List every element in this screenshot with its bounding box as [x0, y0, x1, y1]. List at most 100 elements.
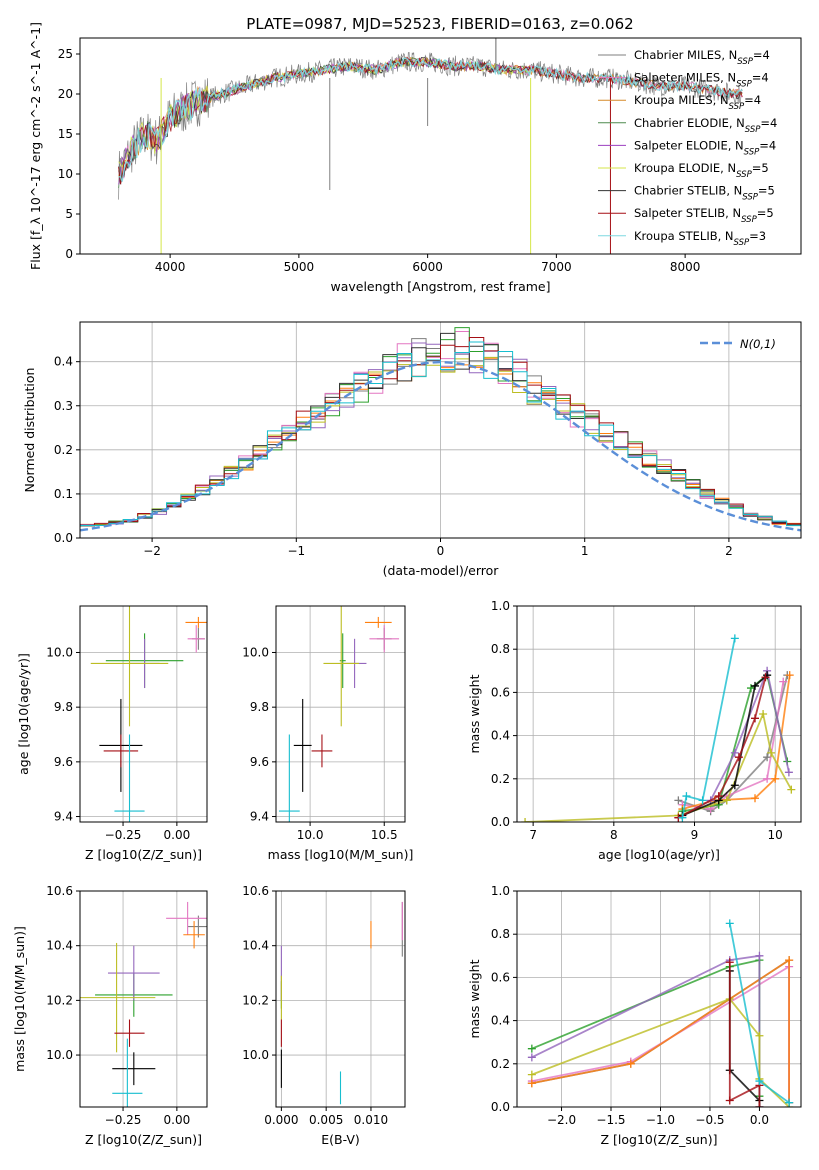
- y-axis-label: mass weight: [467, 959, 482, 1038]
- weight-marker: [751, 794, 760, 803]
- weight-marker: [751, 681, 760, 690]
- weight-marker: [755, 1103, 764, 1107]
- chart-mass_vs_Z: −0.25 0.00 10.0 10.2 10.4 10.6 Z [log10(Z/Z_su…: [12, 884, 208, 1147]
- weight-marker: [698, 796, 707, 805]
- x-tick-label: 0.005: [309, 1113, 343, 1127]
- y-tick-label: 10.6: [242, 884, 269, 898]
- axes-frame: [79, 890, 208, 1108]
- weight-marker: [755, 1031, 764, 1040]
- weight-marker: [759, 710, 768, 718]
- x-tick-label: 9: [691, 828, 699, 842]
- y-tick-label: 5: [65, 207, 73, 221]
- x-axis-label: wavelength [Angstrom, rest frame]: [330, 279, 550, 294]
- y-tick-label: 9.4: [250, 810, 269, 824]
- axes-frame: [79, 605, 208, 823]
- x-tick-label: 8000: [670, 260, 701, 274]
- y-axis-label: age [log10(age/yr)]: [16, 653, 31, 775]
- x-tick-label: −1.0: [646, 1113, 675, 1127]
- y-tick-label: 20: [58, 87, 73, 101]
- plot-area: [118, 38, 743, 254]
- y-axis-label: Normed distribution: [22, 368, 37, 493]
- chart-mass_vs_EBV: 0.000 0.005 0.010 10.0 10.2 10.4 10.6 E(B-V): [242, 884, 406, 1147]
- y-tick-label: 10.0: [46, 1048, 73, 1062]
- y-axis-label: mass weight: [467, 674, 482, 753]
- plot-area: [90, 606, 207, 822]
- y-tick-label: 0.8: [491, 927, 510, 941]
- axes-frame: [516, 890, 802, 1108]
- weight-marker: [785, 1098, 794, 1107]
- y-tick-label: 0.4: [54, 355, 73, 369]
- weight-marker: [763, 774, 772, 783]
- weight-marker: [674, 796, 683, 805]
- plot-area: [278, 606, 400, 822]
- weight-marker: [730, 634, 739, 643]
- weight-series-line: [525, 710, 793, 822]
- y-tick-label: 0.6: [491, 685, 510, 699]
- weight-marker: [714, 792, 723, 801]
- x-tick-label: 1: [581, 544, 589, 558]
- legend-label: Kroupa STELIB, NSSP=3: [634, 229, 766, 248]
- y-tick-label: 0.2: [54, 443, 73, 457]
- spectrum-data-line: [118, 52, 743, 200]
- axes-frame: [516, 605, 802, 823]
- y-tick-label: 0.0: [491, 1100, 510, 1114]
- x-tick-label: −0.25: [105, 1113, 142, 1127]
- x-tick-label: −1: [287, 544, 305, 558]
- spectrum-model-line: [118, 57, 743, 182]
- x-axis-label: Z [log10(Z/Z_sun)]: [601, 1132, 718, 1147]
- weight-marker: [527, 1079, 536, 1088]
- weight-series-line: [728, 970, 761, 1107]
- chart-age_vs_Z: −0.25 0.00 9.4 9.6 9.8 10.0 Z [log10(Z/Z_sun)]…: [16, 605, 208, 862]
- weight-marker: [626, 1059, 635, 1068]
- y-axis-label: mass [log10(M/M_sun)]: [12, 926, 27, 1072]
- x-tick-label: 0.00: [164, 828, 191, 842]
- weight-marker: [725, 919, 734, 928]
- weight-marker: [521, 818, 530, 822]
- weight-marker: [755, 951, 764, 960]
- weight-marker: [771, 774, 780, 783]
- weight-series-line: [728, 962, 761, 1107]
- axes-frame: [275, 890, 406, 1108]
- weight-marker: [527, 1053, 536, 1062]
- weight-marker: [784, 768, 793, 777]
- axes-frame: [275, 605, 406, 823]
- chart-mass_weight_vs_age: 7 8 9 10 0.0 0.2 0.4 0.6 0.8 1.0 age [log10(age/yr…: [467, 599, 802, 862]
- plot-area: [80, 901, 207, 1107]
- legend-label: Chabrier STELIB, NSSP=5: [634, 184, 775, 203]
- weight-marker: [682, 792, 691, 801]
- x-axis-label: (data-model)/error: [383, 563, 500, 578]
- weight-marker: [527, 1070, 536, 1079]
- x-axis-label: Z [log10(Z/Z_sun)]: [85, 1132, 202, 1147]
- y-tick-label: 1.0: [491, 884, 510, 898]
- plot-area: [280, 901, 403, 1105]
- y-tick-label: 0.8: [491, 642, 510, 656]
- x-tick-label: 6000: [412, 260, 443, 274]
- x-tick-label: 5000: [284, 260, 315, 274]
- legend-label: Kroupa ELODIE, NSSP=5: [634, 161, 769, 180]
- y-tick-label: 0.2: [491, 772, 510, 786]
- x-tick-label: 10: [768, 828, 783, 842]
- y-tick-label: 0.0: [491, 815, 510, 829]
- x-axis-label: Z [log10(Z/Z_sun)]: [85, 847, 202, 862]
- x-tick-label: −1.5: [596, 1113, 625, 1127]
- weight-marker: [785, 956, 794, 965]
- x-tick-label: −2: [143, 544, 161, 558]
- x-axis-label: age [log10(age/yr)]: [598, 847, 720, 862]
- weight-marker: [730, 748, 739, 757]
- y-tick-label: 9.6: [250, 755, 269, 769]
- x-tick-label: −0.5: [695, 1113, 724, 1127]
- x-tick-label: 7: [529, 828, 537, 842]
- y-tick-label: 0.6: [491, 970, 510, 984]
- x-tick-label: −0.25: [105, 828, 142, 842]
- y-tick-label: 25: [58, 47, 73, 61]
- x-tick-label: 4000: [155, 260, 186, 274]
- y-tick-label: 0.3: [54, 399, 73, 413]
- y-tick-label: 10.0: [46, 645, 73, 659]
- y-tick-label: 0: [65, 247, 73, 261]
- weight-marker: [755, 1077, 764, 1086]
- weight-series-line: [531, 958, 790, 1103]
- y-tick-label: 10.0: [242, 1048, 269, 1062]
- chart-spectrum: 4000 5000 6000 7000 8000 0 5 10 15 20 25 wavelength…: [28, 22, 802, 294]
